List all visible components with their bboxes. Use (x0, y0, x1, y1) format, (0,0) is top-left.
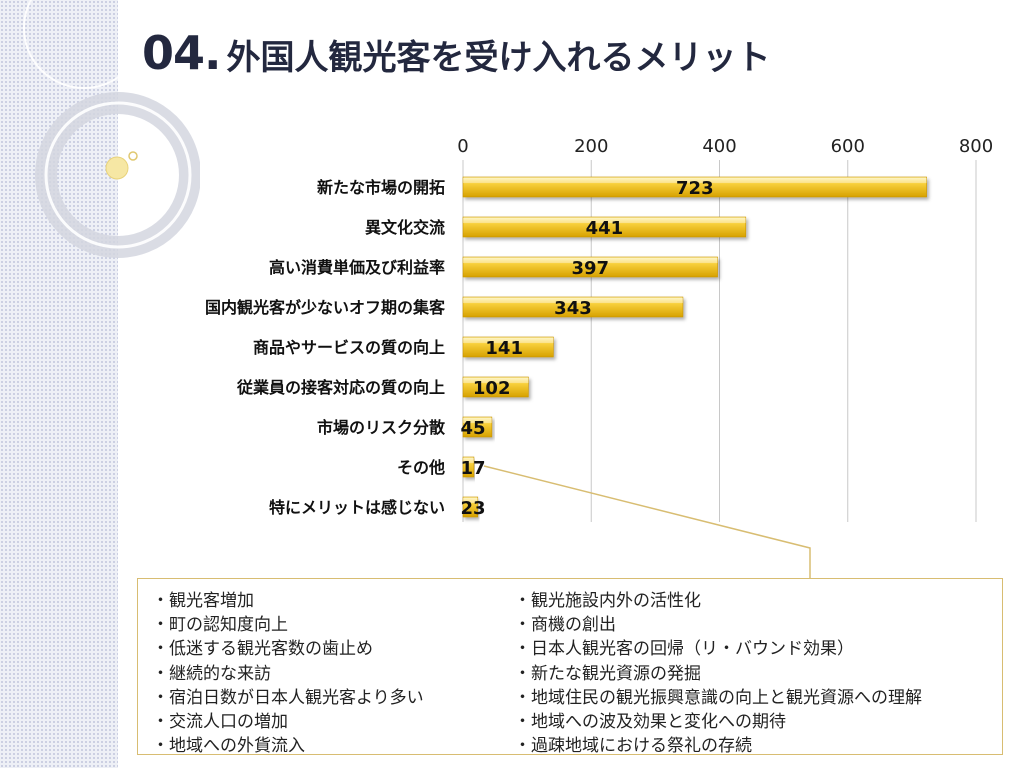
decorative-rings (23, 0, 200, 258)
bar-highlight (463, 418, 492, 423)
value-label: 45 (460, 418, 485, 439)
bar-highlight (463, 178, 927, 183)
note-item: ・宿泊日数が日本人観光客より多い (152, 687, 424, 708)
value-label: 723 (676, 178, 714, 199)
bar (462, 336, 554, 358)
page-title: 04. 外国人観光客を受け入れるメリット (142, 26, 771, 80)
note-item: ・新たな観光資源の発掘 (514, 663, 701, 684)
value-label: 441 (586, 218, 624, 239)
note-item: ・過疎地域における祭礼の存続 (514, 736, 752, 757)
x-tick-label: 200 (574, 136, 608, 157)
note-item: ・継続的な来訪 (152, 663, 271, 684)
note-item: ・観光施設内外の活性化 (514, 591, 701, 611)
note-item: ・日本人観光客の回帰（リ・バウンド効果） (514, 639, 854, 660)
value-label: 102 (473, 378, 511, 399)
title-number: 04. (142, 26, 221, 80)
bar (462, 416, 493, 438)
note-item: ・地域住民の観光振興意識の向上と観光資源への理解 (514, 687, 922, 708)
category-label: 従業員の接客対応の質の向上 (236, 378, 445, 397)
bar (462, 216, 747, 238)
bar (462, 376, 529, 398)
bar-highlight (463, 338, 554, 343)
note-item: ・低迷する観光客数の歯止め (152, 639, 373, 660)
bar (462, 256, 718, 278)
bar-highlight (463, 298, 683, 303)
decorative-ring-highlight (44, 101, 192, 249)
bar (462, 176, 927, 198)
callout-line (483, 465, 811, 578)
bar-highlight (463, 498, 478, 503)
category-label: 国内観光客が少ないオフ期の集客 (205, 298, 446, 317)
category-label: 市場のリスク分散 (317, 418, 446, 437)
value-label: 23 (460, 498, 485, 519)
category-label: 特にメリットは感じない (269, 498, 445, 517)
note-item: ・町の認知度向上 (152, 615, 288, 636)
bar (462, 296, 684, 318)
x-tick-label: 600 (831, 136, 865, 157)
notes-left-column: ・観光客増加・町の認知度向上・低迷する観光客数の歯止め ・継続的な来訪・宿泊日数が… (152, 589, 424, 758)
note-item: ・交流人口の増加 (152, 712, 288, 733)
category-label: その他 (397, 458, 445, 477)
note-item: ・商機の創出 (514, 615, 616, 636)
bar-highlight (463, 458, 474, 463)
decorative-dot-large (105, 156, 129, 180)
notes-box: ・観光客増加・町の認知度向上・低迷する観光客数の歯止め ・継続的な来訪・宿泊日数が… (137, 578, 1003, 758)
bar-highlight (463, 218, 746, 223)
value-label: 343 (554, 298, 592, 319)
note-item: ・地域への波及効果と変化への期待 (514, 712, 786, 733)
notes-right-column: ・観光施設内外の活性化 ・商機の創出・日本人観光客の回帰（リ・バウンド効果） ・新た… (514, 589, 922, 758)
bar (462, 456, 475, 478)
decorative-dot-small (128, 151, 138, 161)
note-item: ・地域への外貨流入 (152, 736, 305, 757)
x-tick-label: 0 (457, 136, 468, 157)
value-label: 141 (485, 338, 523, 359)
decorative-ring-small (23, 0, 145, 89)
value-label: 17 (460, 458, 485, 479)
category-label: 異文化交流 (365, 218, 445, 237)
category-label: 高い消費単価及び利益率 (269, 258, 445, 277)
note-item: ・観光客増加 (152, 591, 254, 611)
category-label: 新たな市場の開拓 (317, 178, 445, 197)
bar-highlight (463, 258, 718, 263)
bar (462, 496, 479, 518)
x-tick-label: 400 (702, 136, 736, 157)
value-label: 397 (571, 258, 609, 279)
x-tick-label: 800 (959, 136, 993, 157)
title-text: 外国人観光客を受け入れるメリット (226, 38, 771, 78)
category-label: 商品やサービスの質の向上 (253, 338, 445, 357)
bar-highlight (463, 378, 529, 383)
